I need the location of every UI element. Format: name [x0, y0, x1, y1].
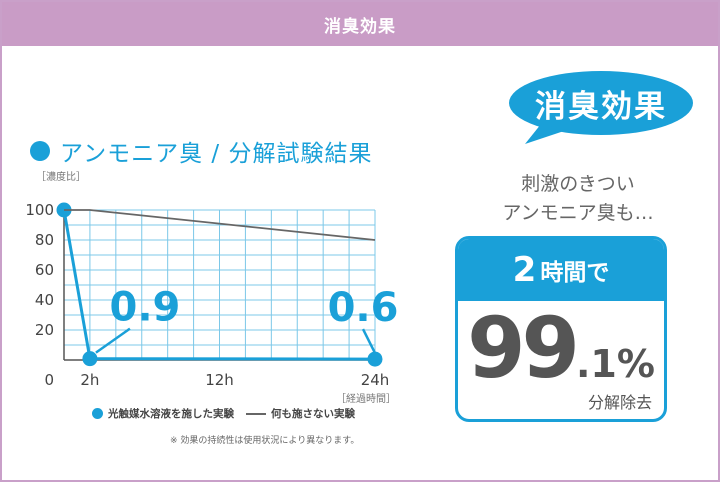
time-number: 2: [512, 250, 537, 290]
decomposition-rate: 99.1%: [458, 299, 664, 397]
promo-subtitle-line1: 刺激のきつい: [521, 173, 635, 195]
data-label-pointer: [95, 327, 131, 354]
data-point: [82, 351, 98, 367]
x-tick-label: 24h: [361, 371, 390, 389]
result-box: 2 時間で 99.1% 分解除去: [455, 236, 667, 422]
y-tick-label: 100: [25, 201, 54, 219]
rate-integer: 99: [467, 299, 580, 397]
series-line-2: [64, 209, 376, 241]
rate-decimal: .1%: [575, 342, 655, 386]
data-label: 0.6: [328, 285, 399, 331]
promo-subtitle-line2: アンモニア臭も…: [502, 202, 654, 224]
data-label: 0.9: [109, 285, 180, 331]
speech-bubble-text: 消臭効果: [535, 88, 667, 125]
y-axis-unit: ［濃度比］: [36, 172, 86, 183]
result-caption: 分解除去: [587, 393, 652, 412]
chart-title: アンモニア臭 / 分解試験結果: [30, 134, 372, 168]
result-box-header: 2 時間で: [458, 239, 664, 301]
chart-title-text: アンモニア臭 / 分解試験結果: [60, 141, 373, 167]
legend-label-series1: 光触媒水溶液を施した実験: [108, 408, 234, 420]
speech-bubble: 消臭効果: [507, 70, 695, 144]
speech-bubble-shape: [509, 71, 693, 144]
x-tick-label: 2h: [80, 371, 99, 389]
y-tick-label: 80: [35, 231, 54, 249]
time-text: 時間で: [540, 260, 610, 286]
chart-legend: 光触媒水溶液を施した実験 何も施さない実験: [92, 406, 355, 421]
x-axis-unit: ［経過時間］: [336, 394, 396, 405]
y-tick-label: 40: [35, 291, 54, 309]
y-tick-label: 0: [44, 371, 54, 389]
x-tick-label: 12h: [205, 371, 234, 389]
y-tick-label: 60: [35, 261, 54, 279]
bullet-dot-icon: [30, 141, 50, 161]
legend-marker-series2: [246, 412, 266, 415]
legend-label-series2: 何も施さない実験: [271, 408, 355, 420]
data-point: [367, 351, 383, 367]
footnote: ※ 効果の持続性は使用状況により異なります。: [170, 436, 360, 446]
y-tick-label: 20: [35, 321, 54, 339]
data-label-pointer: [361, 328, 377, 354]
promo-subtitle: 刺激のきつい アンモニア臭も…: [468, 170, 688, 228]
legend-marker-series1: [92, 408, 103, 419]
page-title: 消臭効果: [2, 2, 718, 46]
